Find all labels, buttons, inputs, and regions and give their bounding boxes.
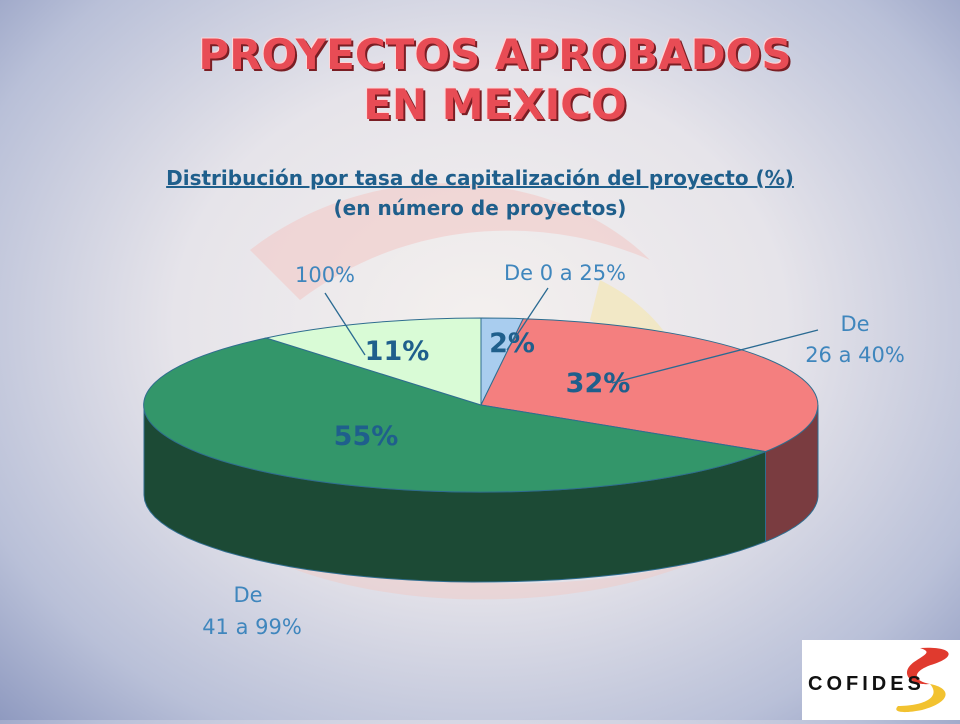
chart-subtitle: Distribución por tasa de capitalización … — [0, 163, 960, 223]
title-line-2: EN MEXICO — [363, 80, 627, 129]
title-line-1: PROYECTOS APROBADOS — [198, 30, 792, 79]
svg-text:COFIDES: COFIDES — [808, 673, 925, 695]
leader-line-3 — [324, 292, 366, 356]
slice-value-label-1: 32% — [566, 368, 631, 399]
slice-value-label-2: 55% — [334, 421, 399, 452]
leader-line-1 — [611, 329, 819, 384]
cofides-logo: COFIDES — [802, 640, 960, 720]
slice-category-label-0: De 0 a 25% — [504, 261, 626, 285]
slice-category-label-1-line-1: 26 a 40% — [805, 343, 905, 367]
pie-slice-2 — [143, 337, 768, 493]
subtitle-line-1: Distribución por tasa de capitalización … — [166, 166, 794, 190]
pie-slice-3 — [264, 317, 482, 406]
slice-category-label-1-line-0: De — [840, 312, 869, 336]
leader-line-0 — [506, 287, 549, 351]
slice-category-label-3: 100% — [295, 263, 355, 287]
page-title: PROYECTOS APROBADOS EN MEXICO — [0, 30, 960, 130]
cofides-logo-mark: COFIDES — [808, 647, 949, 713]
slice-value-label-3: 11% — [365, 336, 430, 367]
slice-category-label-2-line-0: De — [233, 583, 262, 607]
slice-category-label-2-line-1: 41 a 99% — [202, 615, 302, 639]
subtitle-line-2: (en número de proyectos) — [333, 196, 627, 220]
